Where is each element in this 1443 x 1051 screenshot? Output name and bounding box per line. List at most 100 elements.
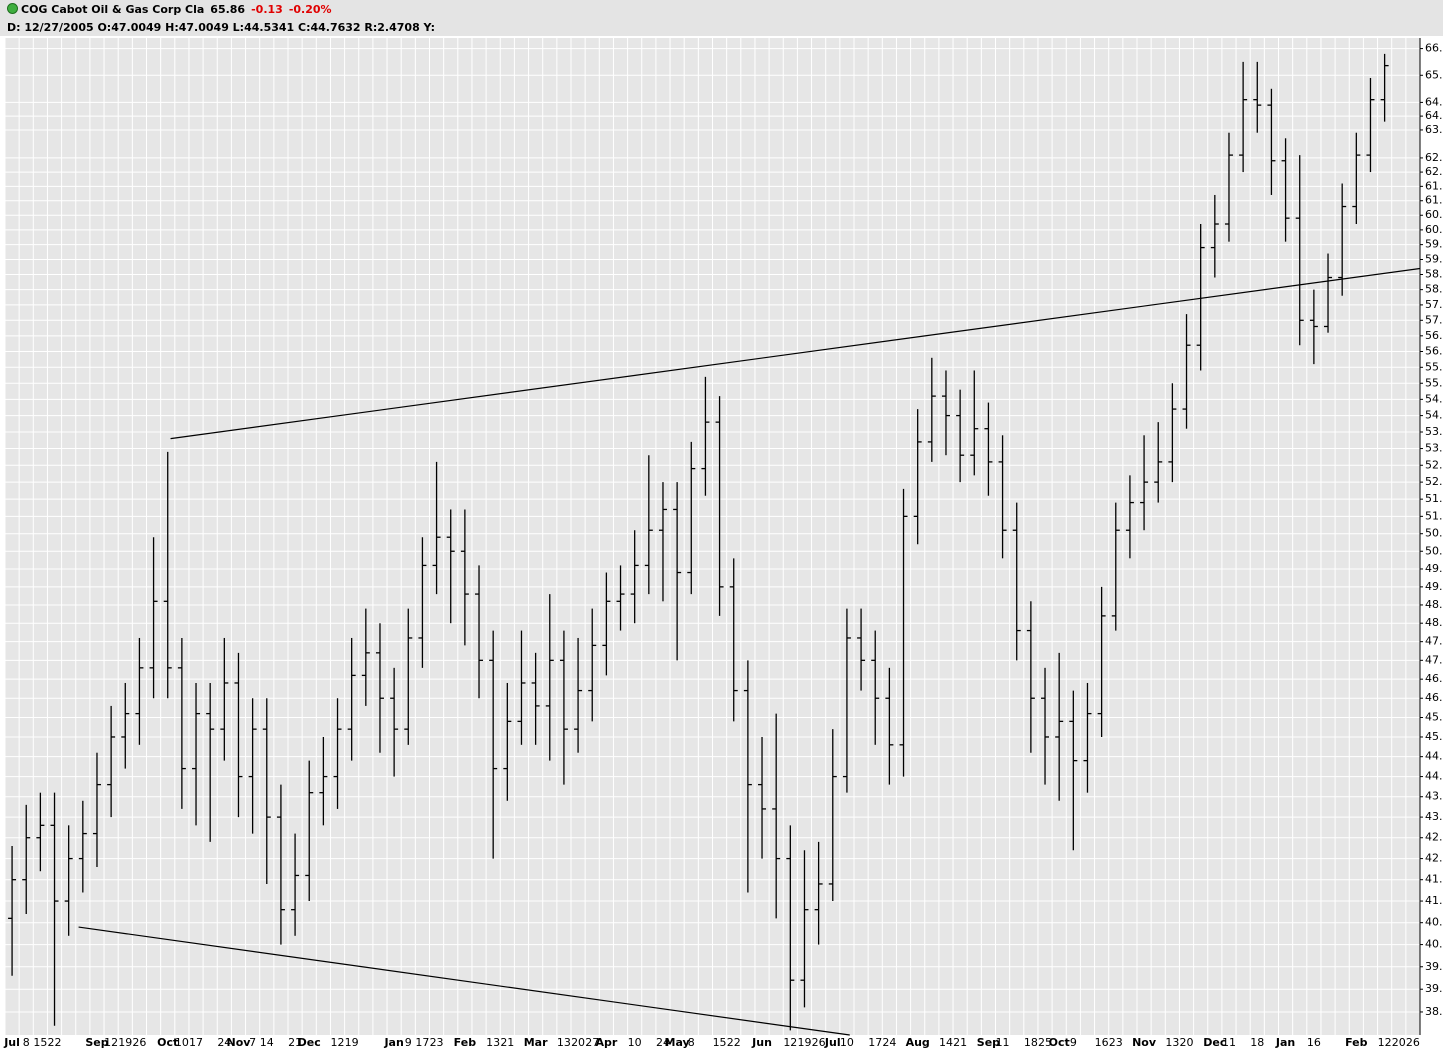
y-tick-label: 59. bbox=[1425, 253, 1443, 266]
x-tick-label: Nov bbox=[1132, 1036, 1157, 1049]
x-tick-label: 20 bbox=[1392, 1036, 1406, 1049]
y-tick-label: 62. bbox=[1425, 165, 1443, 178]
x-tick-label: Oct bbox=[1049, 1036, 1070, 1049]
x-tick-label: 12 bbox=[783, 1036, 797, 1049]
y-tick-label: 42. bbox=[1425, 831, 1443, 844]
x-tick-label: 16 bbox=[1307, 1036, 1321, 1049]
y-tick-label: 56. bbox=[1425, 329, 1443, 342]
x-tick-label: 24 bbox=[656, 1036, 670, 1049]
y-tick-label: 48. bbox=[1425, 616, 1443, 629]
x-tick-label: 12 bbox=[104, 1036, 118, 1049]
last-price: 65.86 bbox=[210, 3, 246, 16]
x-tick-label: 8 bbox=[688, 1036, 695, 1049]
y-tick-label: 55. bbox=[1425, 360, 1443, 373]
trendline bbox=[78, 926, 850, 1036]
y-tick-label: 41. bbox=[1425, 873, 1443, 886]
y-tick-label: 42. bbox=[1425, 852, 1443, 865]
x-tick-label: 10 bbox=[840, 1036, 854, 1049]
x-tick-label: 15 bbox=[33, 1036, 47, 1049]
y-tick-label: 66. bbox=[1425, 42, 1443, 55]
y-tick-label: 43. bbox=[1425, 810, 1443, 823]
x-tick-label: 16 bbox=[1095, 1036, 1109, 1049]
x-tick-label: 15 bbox=[713, 1036, 727, 1049]
x-tick-label: 10 bbox=[175, 1036, 189, 1049]
y-tick-label: 61. bbox=[1425, 194, 1443, 207]
y-tick-label: 64. bbox=[1425, 95, 1443, 108]
x-tick-label: 22 bbox=[48, 1036, 62, 1049]
x-tick-label: 27 bbox=[585, 1036, 599, 1049]
x-tick-label: 19 bbox=[797, 1036, 811, 1049]
x-tick-label: Sep bbox=[977, 1036, 1000, 1049]
y-tick-label: 52. bbox=[1425, 458, 1443, 471]
x-tick-label: 26 bbox=[132, 1036, 146, 1049]
status-dot bbox=[7, 3, 18, 14]
y-tick-label: 44. bbox=[1425, 750, 1443, 763]
price-change: -0.13 bbox=[251, 3, 283, 16]
y-tick-label: 58. bbox=[1425, 283, 1443, 296]
y-tick-label: 56. bbox=[1425, 344, 1443, 357]
y-tick-label: 38. bbox=[1425, 1005, 1443, 1018]
x-tick-label: 13 bbox=[486, 1036, 500, 1049]
x-tick-label: Jan bbox=[1275, 1036, 1295, 1049]
x-tick-label: 11 bbox=[1222, 1036, 1236, 1049]
y-tick-label: 46. bbox=[1425, 691, 1443, 704]
y-tick-label: 60. bbox=[1425, 208, 1443, 221]
x-tick-label: 11 bbox=[996, 1036, 1010, 1049]
x-tick-label: 26 bbox=[812, 1036, 826, 1049]
trendline bbox=[170, 267, 1421, 440]
y-tick-label: 41. bbox=[1425, 894, 1443, 907]
bar-info: D: 12/27/2005 O:47.0049 H:47.0049 L:44.5… bbox=[7, 21, 435, 34]
y-tick-label: 49. bbox=[1425, 580, 1443, 593]
x-tick-label: 21 bbox=[500, 1036, 514, 1049]
y-tick-label: 65. bbox=[1425, 68, 1443, 81]
x-tick-label: Apr bbox=[595, 1036, 617, 1049]
y-tick-label: 40. bbox=[1425, 938, 1443, 951]
x-tick-label: 9 bbox=[1070, 1036, 1077, 1049]
x-tick-label: 14 bbox=[260, 1036, 274, 1049]
x-tick-label: 24 bbox=[217, 1036, 231, 1049]
y-tick-label: 51. bbox=[1425, 509, 1443, 522]
x-tick-label: 18 bbox=[1250, 1036, 1264, 1049]
y-tick-label: 53. bbox=[1425, 442, 1443, 455]
y-tick-label: 39. bbox=[1425, 960, 1443, 973]
x-tick-label: 12 bbox=[1378, 1036, 1392, 1049]
price-change-pct: -0.20% bbox=[288, 3, 332, 16]
x-tick-label: 17 bbox=[868, 1036, 882, 1049]
x-tick-label: 23 bbox=[1109, 1036, 1123, 1049]
y-tick-label: 49. bbox=[1425, 562, 1443, 575]
y-tick-label: 57. bbox=[1425, 298, 1443, 311]
y-tick-label: 40. bbox=[1425, 916, 1443, 929]
x-tick-label: 26 bbox=[1406, 1036, 1420, 1049]
quote-header: COG Cabot Oil & Gas Corp Cla 65.86 -0.13 -0… bbox=[0, 0, 1443, 36]
y-tick-label: 45. bbox=[1425, 710, 1443, 723]
x-tick-label: Jun bbox=[751, 1036, 772, 1049]
x-tick-label: 22 bbox=[727, 1036, 741, 1049]
x-tick-label: Oct bbox=[157, 1036, 178, 1049]
x-tick-label: Jul bbox=[824, 1036, 841, 1049]
x-tick-label: Jul bbox=[3, 1036, 20, 1049]
x-tick-label: Aug bbox=[906, 1036, 930, 1049]
y-tick-label: 44. bbox=[1425, 770, 1443, 783]
x-tick-label: 18 bbox=[1024, 1036, 1038, 1049]
x-tick-label: Mar bbox=[524, 1036, 548, 1049]
axis-background bbox=[1420, 38, 1443, 1035]
y-tick-label: 47. bbox=[1425, 635, 1443, 648]
y-tick-label: 50. bbox=[1425, 544, 1443, 557]
x-tick-label: 9 bbox=[405, 1036, 412, 1049]
x-tick-label: Dec bbox=[1203, 1036, 1226, 1049]
y-tick-label: 45. bbox=[1425, 730, 1443, 743]
y-tick-label: 64. bbox=[1425, 109, 1443, 122]
x-tick-label: Nov bbox=[227, 1036, 252, 1049]
x-tick-label: 13 bbox=[1165, 1036, 1179, 1049]
x-tick-label: 24 bbox=[882, 1036, 896, 1049]
y-tick-label: 54. bbox=[1425, 392, 1443, 405]
y-tick-label: 48. bbox=[1425, 598, 1443, 611]
x-tick-label: 10 bbox=[628, 1036, 642, 1049]
y-tick-label: 52. bbox=[1425, 475, 1443, 488]
y-tick-label: 61. bbox=[1425, 179, 1443, 192]
y-tick-label: 50. bbox=[1425, 527, 1443, 540]
y-tick-label: 46. bbox=[1425, 672, 1443, 685]
x-tick-label: Feb bbox=[454, 1036, 477, 1049]
y-tick-label: 59. bbox=[1425, 238, 1443, 251]
